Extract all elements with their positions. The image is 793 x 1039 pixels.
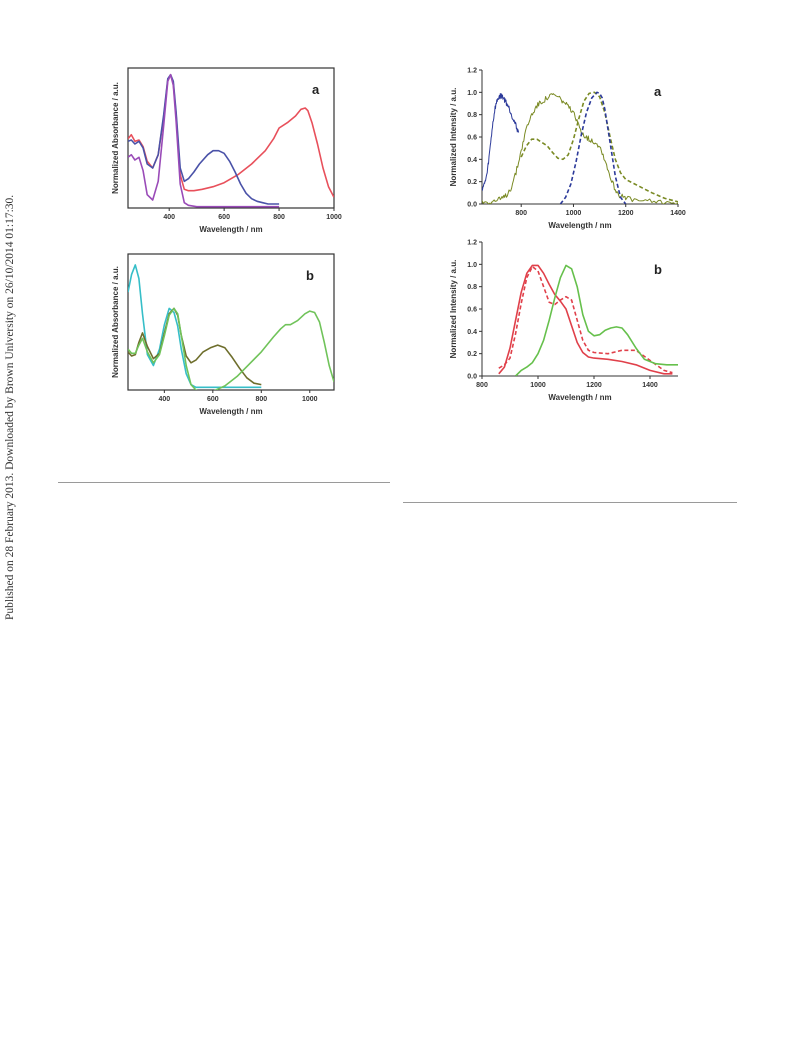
x-axis-title: Wavelength / nm	[548, 393, 611, 402]
x-tick-label: 1000	[326, 214, 342, 221]
panel-label: b	[306, 268, 314, 283]
panel-label: a	[654, 84, 662, 99]
emission-panel-a: 800 1000 1200 1400 0.0 0.2 0.4 0.6 0.8 1.0 1.2 Wave…	[440, 62, 698, 234]
y-tick-label: 0.6	[467, 307, 477, 314]
x-tick-label: 600	[218, 214, 230, 221]
x-tick-label: 1000	[302, 396, 318, 403]
y-tick-label: 1.2	[467, 240, 477, 247]
series-line-3	[128, 73, 280, 208]
emission-chart-a: 800 1000 1200 1400 0.0 0.2 0.4 0.6 0.8 1.0 1.2 Wave…	[449, 68, 686, 231]
x-axis-title: Wavelength / nm	[548, 221, 611, 230]
x-tick-label: 400	[163, 214, 175, 221]
x-tick-label: 600	[207, 396, 219, 403]
x-tick-label: 400	[159, 396, 171, 403]
y-tick-label: 0.2	[467, 351, 477, 358]
x-tick-label: 1000	[530, 382, 546, 389]
y-axis-title: Normalized Absorbance / a.u.	[111, 82, 120, 194]
series-line-1	[482, 93, 520, 191]
y-tick-label: 0.0	[467, 374, 477, 381]
y-tick-label: 0.6	[467, 135, 477, 142]
series-line-2	[128, 73, 280, 205]
publication-note: Published on 28 February 2013. Downloade…	[4, 195, 20, 620]
x-tick-label: 1000	[566, 210, 582, 217]
y-axis-title: Normalized Intensity / a.u.	[449, 88, 458, 187]
series-line-2	[482, 93, 678, 204]
y-axis-title: Normalized Intensity / a.u.	[449, 260, 458, 359]
plot-frame	[127, 67, 335, 209]
series-line-1	[128, 264, 262, 389]
y-tick-label: 1.0	[467, 90, 477, 97]
series-line-4	[559, 91, 627, 204]
x-axis-title: Wavelength / nm	[199, 407, 262, 416]
series-line-3	[515, 264, 678, 376]
y-tick-label: 0.8	[467, 284, 477, 291]
y-tick-label: 1.2	[467, 68, 477, 75]
x-tick-label: 800	[515, 210, 527, 217]
absorbance-chart-b: 400 600 800 1000 Wavelength / nm Normalized A…	[111, 253, 335, 416]
x-tick-label: 1200	[618, 210, 634, 217]
plot-frame	[127, 253, 335, 391]
panel-label: a	[312, 82, 320, 97]
x-tick-label: 1400	[670, 210, 686, 217]
absorbance-panel-a: 400 600 800 1000 Wavelength / nm Normalized A…	[92, 62, 352, 234]
divider-left	[58, 482, 390, 483]
y-tick-label: 0.0	[467, 202, 477, 209]
series-group	[498, 264, 678, 376]
publication-note-text: Published on 28 February 2013. Downloade…	[4, 194, 16, 620]
x-axis-title: Wavelength / nm	[199, 225, 262, 234]
x-tick-label: 1200	[586, 382, 602, 389]
divider-right	[403, 502, 737, 503]
panel-label: b	[654, 262, 662, 277]
x-tick-label: 800	[255, 396, 267, 403]
y-tick-label: 1.0	[467, 262, 477, 269]
y-tick-label: 0.8	[467, 112, 477, 119]
y-axis-title: Normalized Absorbance / a.u.	[111, 266, 120, 378]
emission-chart-b: 800 1000 1200 1400 0.0 0.2 0.4 0.6 0.8 1.0 1.2 Wave…	[449, 240, 678, 402]
series-line-1	[498, 264, 673, 375]
series-group	[128, 73, 334, 208]
y-tick-label: 0.4	[467, 157, 477, 164]
x-tick-label: 800	[476, 382, 488, 389]
series-line-2	[498, 265, 673, 374]
series-group	[482, 91, 678, 204]
x-tick-label: 1400	[642, 382, 658, 389]
series-line-3	[128, 307, 334, 390]
series-group	[128, 264, 334, 390]
absorbance-panel-b: 400 600 800 1000 Wavelength / nm Normalized A…	[92, 248, 352, 428]
y-tick-label: 0.4	[467, 329, 477, 336]
x-tick-label: 800	[273, 214, 285, 221]
absorbance-chart-a: 400 600 800 1000 Wavelength / nm Normalized A…	[111, 67, 342, 234]
y-tick-label: 0.2	[467, 179, 477, 186]
emission-panel-b: 800 1000 1200 1400 0.0 0.2 0.4 0.6 0.8 1.0 1.2 Wave…	[440, 234, 698, 412]
